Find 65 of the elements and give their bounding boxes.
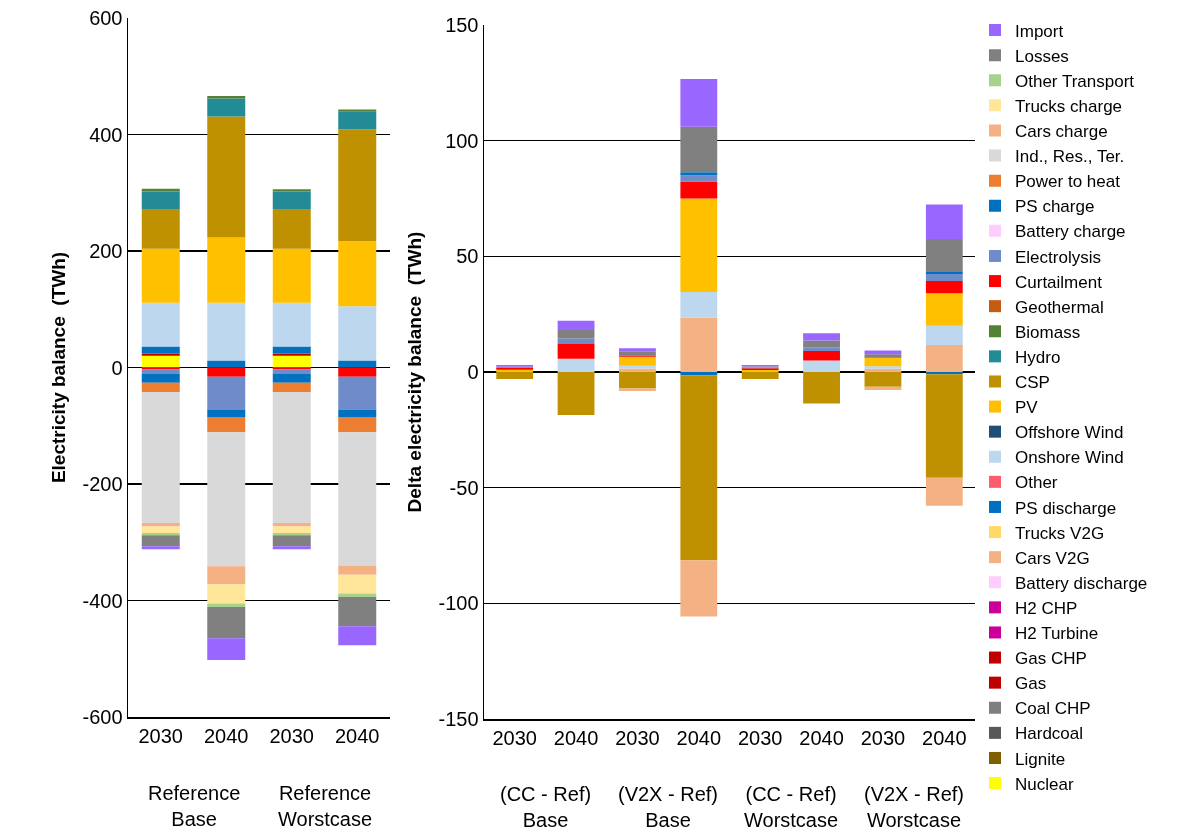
x-tick-label: 2030 xyxy=(860,726,906,749)
y-tick-label: 50 xyxy=(456,245,479,268)
legend-label: H2 Turbine xyxy=(1015,624,1099,644)
text: (CC - Ref) Base xyxy=(500,783,592,831)
y-tick-label: 600 xyxy=(89,7,123,29)
legend-label: Other xyxy=(1015,473,1058,493)
y-tick-label: 0 xyxy=(111,356,123,379)
legend-label: H2 CHP xyxy=(1015,598,1078,618)
legend-label: Coal CHP xyxy=(1015,699,1091,719)
legend-label: Onshore Wind xyxy=(1015,448,1124,468)
legend-label: Other Transport xyxy=(1015,71,1135,91)
text: (CC - Ref) Worstcase xyxy=(744,783,839,831)
x-tick-label: 2040 xyxy=(922,726,967,749)
legend-label: PS discharge xyxy=(1015,498,1117,518)
legend-label: PV xyxy=(1015,398,1039,418)
x-tick-label: 2030 xyxy=(269,724,314,747)
legend-label: Cars V2G xyxy=(1015,548,1090,568)
text: (V2X - Ref) Worstcase xyxy=(864,783,965,831)
x-tick-label: 2030 xyxy=(138,724,183,747)
x-tick-label: 2040 xyxy=(335,724,380,747)
legend-label: Geothermal xyxy=(1015,297,1104,317)
x-tick-label: 2040 xyxy=(676,726,722,749)
y-tick-label: -100 xyxy=(438,592,479,615)
x-tick-label: 2030 xyxy=(615,726,660,749)
y-tick-label: 0 xyxy=(467,361,479,383)
legend-label: Lignite xyxy=(1015,749,1066,769)
legend-label: Hardcoal xyxy=(1015,724,1084,744)
text: (V2X - Ref) Base xyxy=(618,783,719,831)
y-tick-label: -600 xyxy=(82,706,123,728)
legend-label: Gas xyxy=(1015,674,1047,694)
legend-label: Gas CHP xyxy=(1015,649,1087,669)
text: Reference Worstcase xyxy=(278,782,373,830)
x-tick-label: 2040 xyxy=(799,726,844,749)
y-tick-label: 100 xyxy=(445,129,479,152)
y-tick-label: -200 xyxy=(82,473,123,495)
legend-label: Trucks V2G xyxy=(1015,523,1105,543)
legend-label: Biomass xyxy=(1015,322,1081,342)
y-axis-title: Electricity balance (TWh) xyxy=(47,251,69,484)
legend-label: Offshore Wind xyxy=(1015,423,1124,443)
legend-label: Hydro xyxy=(1015,347,1061,367)
y-tick-label: 400 xyxy=(89,123,123,146)
y-tick-label: -50 xyxy=(449,476,479,499)
y-axis-title: Delta electricity balance (TWh) xyxy=(403,231,425,513)
legend-label: Losses xyxy=(1015,46,1069,66)
legend-label: Import xyxy=(1015,21,1064,41)
legend-label: Trucks charge xyxy=(1015,96,1123,116)
y-tick-label: -150 xyxy=(438,708,479,730)
legend-label: CSP xyxy=(1015,373,1050,393)
legend-label: PS charge xyxy=(1015,197,1095,217)
legend-label: Cars charge xyxy=(1015,122,1108,142)
x-tick-label: 2030 xyxy=(737,726,783,749)
x-tick-label: 2030 xyxy=(492,726,537,749)
legend-label: Battery discharge xyxy=(1015,573,1148,593)
legend-label: Power to heat xyxy=(1015,172,1121,192)
y-tick-label: 150 xyxy=(445,14,479,36)
legend-label: Ind., Res., Ter. xyxy=(1015,147,1125,167)
legend-label: Nuclear xyxy=(1015,774,1074,794)
x-tick-label: 2040 xyxy=(204,724,249,747)
legend-label: Curtailment xyxy=(1015,272,1103,292)
x-tick-label: 2040 xyxy=(553,726,599,749)
y-tick-label: 200 xyxy=(89,240,123,262)
legend-label: Electrolysis xyxy=(1015,247,1101,267)
y-tick-label: -400 xyxy=(82,589,123,612)
text: Reference Base xyxy=(148,782,241,830)
legend-label: Battery charge xyxy=(1015,222,1126,242)
